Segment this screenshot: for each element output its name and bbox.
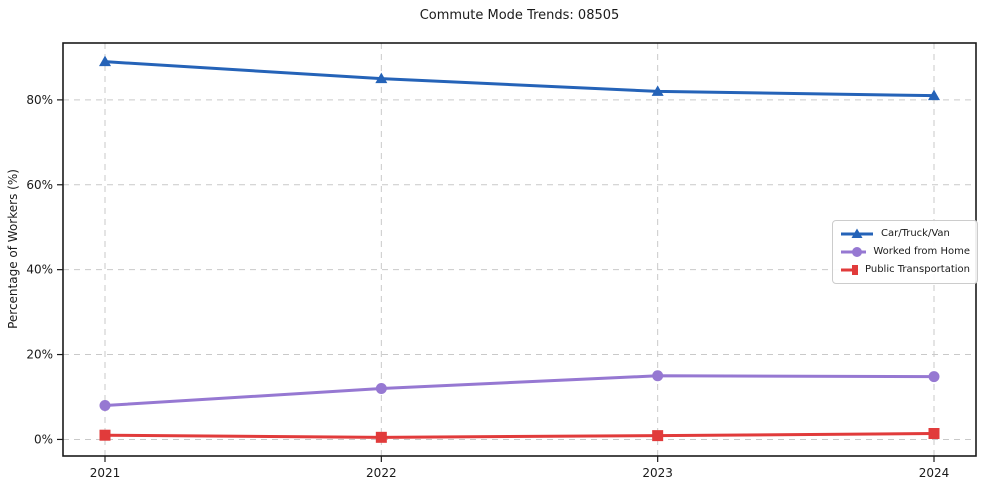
marker-car-truck-van xyxy=(928,89,940,101)
x-tick-label: 2024 xyxy=(919,466,950,480)
marker-public-transportation xyxy=(928,428,940,440)
marker-worked-from-home xyxy=(375,383,387,395)
chart-title: Commute Mode Trends: 08505 xyxy=(419,8,620,23)
y-tick-label: 60% xyxy=(26,178,53,192)
legend-item-worked-from-home: Worked from Home xyxy=(840,245,970,259)
x-tick-label: 2021 xyxy=(90,466,121,480)
marker-worked-from-home xyxy=(652,370,664,382)
series-line-public-transportation xyxy=(103,432,936,439)
triangle-marker-icon xyxy=(841,228,873,238)
legend-marker-worked-from-home xyxy=(852,247,862,257)
marker-public-transportation xyxy=(375,431,387,443)
legend-marker-public-transportation xyxy=(852,265,859,275)
y-tick-label: 0% xyxy=(34,432,53,446)
x-tick-label: 2022 xyxy=(366,466,397,480)
marker-car-truck-van xyxy=(99,55,111,67)
legend-item-car-truck-van: Car/Truck/Van xyxy=(840,227,970,241)
legend-item-label: Car/Truck/Van xyxy=(881,228,950,239)
y-tick-label: 40% xyxy=(26,263,53,277)
marker-public-transportation xyxy=(652,430,664,442)
marker-worked-from-home xyxy=(928,371,940,383)
legend-item-label: Public Transportation xyxy=(865,264,970,275)
y-axis-label: Percentage of Workers (%) xyxy=(6,169,20,329)
x-tick-label: 2023 xyxy=(642,466,673,480)
legend: Car/Truck/Van Worked from Home Public Tran… xyxy=(832,220,978,284)
series-line-worked-from-home xyxy=(103,374,936,407)
y-tick-label: 20% xyxy=(26,348,53,362)
marker-worked-from-home xyxy=(99,399,111,411)
circle-marker-icon xyxy=(841,247,867,257)
y-tick-label: 80% xyxy=(26,93,53,107)
marker-car-truck-van xyxy=(375,72,388,84)
marker-public-transportation xyxy=(99,429,111,441)
legend-item-public-transportation: Public Transportation xyxy=(840,263,970,277)
marker-car-truck-van xyxy=(651,85,664,96)
series-line-car-truck-van xyxy=(103,60,936,98)
legend-item-label: Worked from Home xyxy=(873,246,970,257)
square-marker-icon xyxy=(841,265,859,275)
legend-marker-car-truck-van xyxy=(851,228,863,238)
